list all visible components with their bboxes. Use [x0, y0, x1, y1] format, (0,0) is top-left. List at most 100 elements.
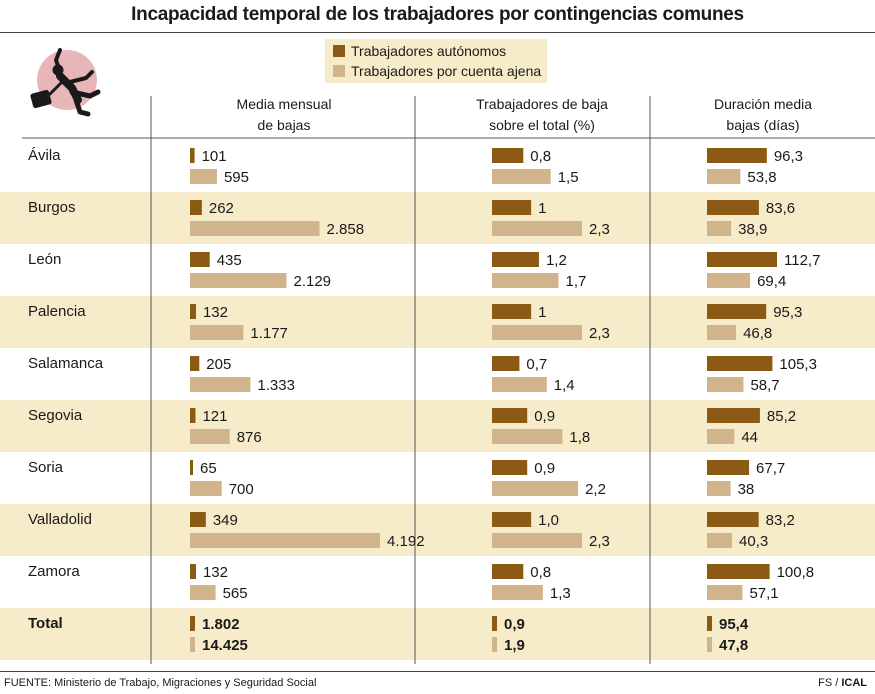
data-label: 38,9 — [738, 221, 767, 238]
bar-ajena — [707, 585, 743, 600]
data-label: 595 — [224, 169, 249, 186]
bar-ajena — [492, 637, 497, 652]
legend-label-autonomos: Trabajadores autónomos — [351, 43, 507, 59]
data-label: 105,3 — [779, 356, 817, 373]
data-label: 38 — [738, 481, 755, 498]
bar-ajena — [190, 169, 217, 184]
data-label: 1,8 — [569, 429, 590, 446]
legend-label-ajena: Trabajadores por cuenta ajena — [351, 63, 542, 79]
bar-autonomos — [707, 564, 770, 579]
bar-ajena — [190, 273, 287, 288]
data-label: 700 — [229, 481, 254, 498]
data-label: 0,8 — [530, 564, 551, 581]
data-label: 132 — [203, 304, 228, 321]
legend-item-autonomos: Trabajadores autónomos — [333, 43, 506, 59]
bar-autonomos — [492, 252, 539, 267]
data-label: 46,8 — [743, 325, 772, 342]
data-label: 44 — [741, 429, 758, 446]
data-label: 1.333 — [257, 377, 295, 394]
data-label: 83,2 — [766, 512, 795, 529]
data-label: 112,7 — [784, 252, 820, 269]
data-label: 0,9 — [504, 616, 525, 633]
bar-ajena — [492, 585, 543, 600]
bar-autonomos — [190, 200, 202, 215]
bar-autonomos — [492, 200, 532, 215]
source-note: FUENTE: Ministerio de Trabajo, Migracion… — [4, 677, 317, 689]
data-label: 2,2 — [585, 481, 606, 498]
data-label: 2.129 — [293, 273, 331, 290]
data-label: 121 — [202, 408, 227, 425]
row-label: Total — [28, 615, 63, 632]
bar-autonomos — [707, 200, 759, 215]
bar-autonomos — [492, 408, 528, 423]
bar-autonomos — [492, 460, 528, 475]
bar-autonomos — [492, 356, 520, 371]
column-header-line2: sobre el total (%) — [489, 117, 595, 133]
row-label: León — [28, 251, 61, 268]
bar-autonomos — [707, 408, 760, 423]
data-label: 1 — [538, 200, 546, 217]
bar-ajena — [190, 533, 380, 548]
data-label: 205 — [206, 356, 231, 373]
column-header-line2: de bajas — [258, 117, 311, 133]
data-label: 67,7 — [756, 460, 785, 477]
bar-ajena — [190, 585, 216, 600]
row-label: Palencia — [28, 303, 86, 320]
data-label: 262 — [209, 200, 234, 217]
data-label: 2,3 — [589, 221, 610, 238]
bar-ajena — [492, 377, 547, 392]
bar-ajena — [707, 273, 751, 288]
data-label: 565 — [223, 585, 248, 602]
bar-ajena — [707, 325, 737, 340]
data-label: 14.425 — [202, 637, 248, 654]
bar-ajena — [190, 325, 244, 340]
column-header-line1: Media mensual — [237, 96, 332, 112]
row-stripe — [0, 608, 875, 660]
data-label: 4.192 — [387, 533, 425, 550]
row-label: Ávila — [28, 147, 61, 164]
bar-autonomos — [707, 148, 767, 163]
bar-autonomos — [707, 304, 767, 319]
bar-autonomos — [190, 252, 210, 267]
credit-brand: ICAL — [841, 677, 867, 689]
bar-autonomos — [190, 408, 196, 423]
bar-autonomos — [707, 356, 773, 371]
bar-ajena — [707, 169, 741, 184]
data-label: 96,3 — [774, 148, 803, 165]
row-label: Zamora — [28, 563, 80, 580]
data-label: 47,8 — [719, 637, 748, 654]
credit: FS / ICAL — [818, 677, 867, 689]
legend-item-ajena: Trabajadores por cuenta ajena — [333, 63, 541, 79]
row-label: Soria — [28, 459, 64, 476]
bar-ajena — [707, 533, 733, 548]
data-label: 1 — [538, 304, 546, 321]
row-label: Salamanca — [28, 355, 104, 372]
bar-ajena — [707, 429, 735, 444]
bar-ajena — [707, 637, 712, 652]
row-label: Valladolid — [28, 511, 92, 528]
data-label: 2,3 — [589, 533, 610, 550]
column-header-line1: Duración media — [714, 96, 812, 112]
data-label: 0,8 — [530, 148, 551, 165]
data-label: 1,5 — [558, 169, 579, 186]
data-label: 349 — [213, 512, 238, 529]
bar-ajena — [492, 325, 582, 340]
bar-autonomos — [707, 460, 750, 475]
bar-ajena — [707, 221, 732, 236]
chart-title: Incapacidad temporal de los trabajadores… — [131, 4, 744, 25]
bar-autonomos — [190, 148, 195, 163]
bar-ajena — [190, 481, 222, 496]
data-label: 1,4 — [554, 377, 575, 394]
data-label: 85,2 — [767, 408, 796, 425]
data-label: 100,8 — [777, 564, 815, 581]
bar-ajena — [190, 637, 195, 652]
data-label: 40,3 — [739, 533, 768, 550]
data-label: 95,4 — [719, 616, 749, 633]
credit-prefix: FS / — [818, 677, 842, 689]
falling-worker-icon — [22, 42, 112, 127]
bar-autonomos — [492, 512, 532, 527]
bar-ajena — [190, 429, 230, 444]
chart-legend: Trabajadores autónomos Trabajadores por … — [325, 39, 547, 83]
bar-autonomos — [492, 564, 524, 579]
